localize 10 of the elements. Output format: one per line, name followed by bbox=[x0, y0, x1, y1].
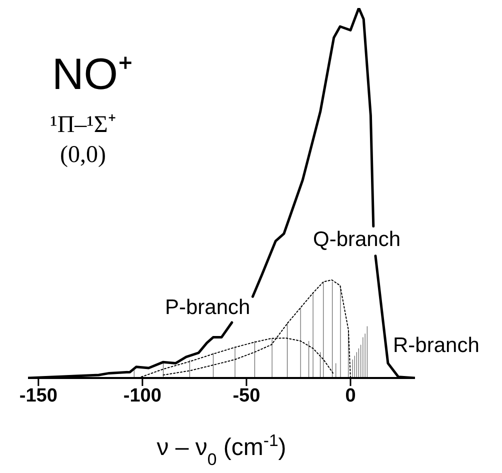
x-tick-label: -150 bbox=[19, 385, 58, 406]
text: ¹Π–¹Σ⁺ (0,0) bbox=[49, 111, 117, 170]
annotation: R-branch bbox=[392, 334, 480, 358]
x-axis-title: ν – ν$_{0}$ (cm$^{-1}$) bbox=[156, 430, 286, 468]
annotation: Q-branch bbox=[312, 228, 402, 252]
annotation: P-branch bbox=[164, 296, 252, 320]
x-tick-label: 0 bbox=[345, 385, 356, 406]
x-tick-label: -50 bbox=[232, 385, 260, 406]
text: NO⁺ bbox=[52, 49, 133, 101]
x-tick-label: -100 bbox=[123, 385, 162, 406]
